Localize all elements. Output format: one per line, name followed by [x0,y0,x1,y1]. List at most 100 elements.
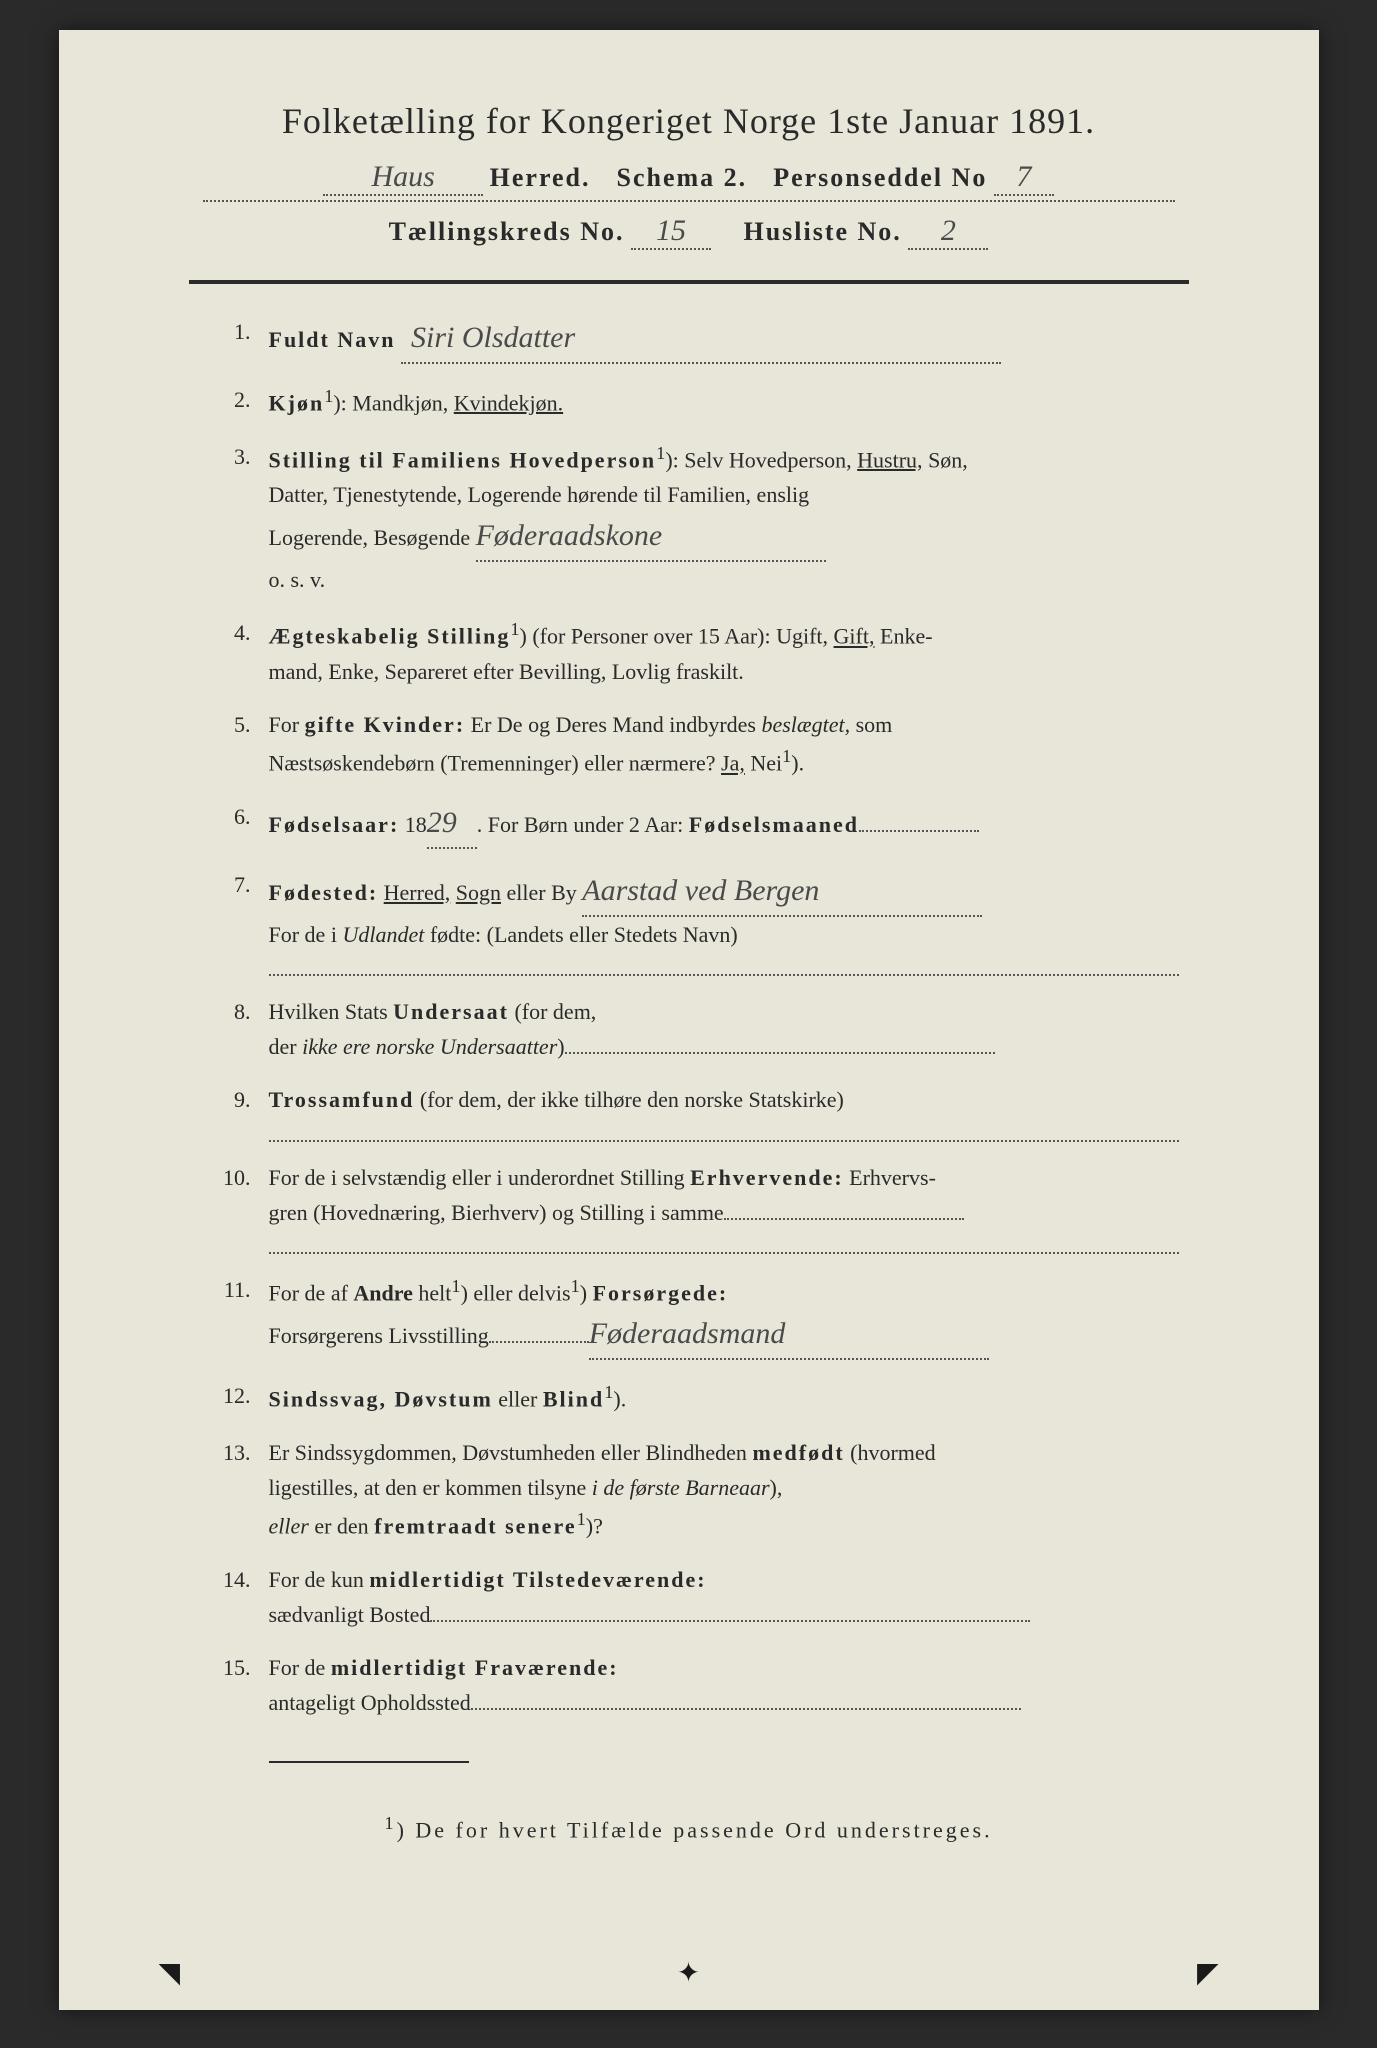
text: helt [413,1280,452,1305]
field-label: Sindssvag, Døvstum [269,1387,493,1412]
text: er den [309,1514,374,1539]
item-11: 11. For de af Andre helt1) eller delvis1… [219,1272,1179,1361]
field-label: gifte Kvinder: [305,712,466,737]
item-num: 10. [219,1160,269,1254]
item-num: 6. [219,799,269,849]
text: Næstsøskendebørn (Tremenninger) eller næ… [269,751,722,776]
empty-field [565,1052,995,1054]
italic-text: eller [269,1514,309,1539]
text: For de i [269,922,343,947]
item-num: 11. [219,1272,269,1361]
text: Er De og Deres Mand indbyrdes [465,712,761,737]
form-title: Folketælling for Kongeriget Norge 1ste J… [149,100,1229,142]
underlined-text: Herred, [384,880,451,905]
item-content: Stilling til Familiens Hovedperson1): Se… [269,439,1179,598]
item-num: 13. [219,1435,269,1544]
field-label: Fødested: [269,880,379,905]
text: Søn, [923,447,968,472]
text: (hvormed [845,1440,936,1465]
text: Logerende, Besøgende [269,525,476,550]
item-7: 7. Fødested: Herred, Sogn eller By Aarst… [219,867,1179,976]
census-form-page: Folketælling for Kongeriget Norge 1ste J… [59,30,1319,2010]
text: der [269,1034,303,1059]
field-label: Fødselsaar: [269,812,400,837]
field-label: medfødt [752,1440,844,1465]
husliste-label: Husliste No. [743,217,901,246]
field-label: Fødselsmaaned [689,812,859,837]
field-label: midlertidigt Tilstedeværende: [369,1567,706,1592]
item-content: Hvilken Stats Undersaat (for dem, der ik… [269,994,1179,1064]
selected-value: Gift, [834,624,875,649]
text: Datter, Tjenestytende, Logerende hørende… [269,482,810,507]
form-header: Folketælling for Kongeriget Norge 1ste J… [149,100,1229,250]
selected-value: Ja, [721,751,745,776]
empty-field [489,1341,589,1343]
text: sædvanligt Bosted [269,1602,431,1627]
text: ): Mandkjøn, [333,390,453,415]
footnote-ref: 1 [577,1509,586,1529]
field-label: Undersaat [393,999,509,1024]
italic-text: i de første Barneaar [592,1475,770,1500]
text: ), [770,1475,783,1500]
kreds-label: Tællingskreds No. [389,217,625,246]
text: For [269,712,305,737]
text: ). [613,1387,626,1412]
empty-field [859,830,979,832]
item-13: 13. Er Sindssygdommen, Døvstumheden elle… [219,1435,1179,1544]
herred-value: Haus [323,160,483,196]
item-12: 12. Sindssvag, Døvstum eller Blind1). [219,1378,1179,1417]
item-num: 15. [219,1650,269,1720]
footnote-ref: 1 [782,746,791,766]
field-label: midlertidigt Fraværende: [331,1655,619,1680]
text: gren (Hovednæring, Bierhverv) og Stillin… [269,1200,724,1225]
mark-icon: ✦ [677,1956,700,1990]
italic-text: Udlandet [342,922,424,947]
item-14: 14. For de kun midlertidigt Tilstedevære… [219,1562,1179,1632]
text: Hvilken Stats [269,999,394,1024]
text: antageligt Opholdssted [269,1690,471,1715]
text: ) [557,1034,564,1059]
italic-text: ikke ere norske Undersaatter [302,1034,557,1059]
text: ) eller delvis [461,1280,571,1305]
empty-field [724,1218,964,1220]
text: For de [269,1655,331,1680]
text: ligestilles, at den er kommen tilsyne [269,1475,592,1500]
selected-value: Kvindekjøn. [454,390,563,415]
item-num: 14. [219,1562,269,1632]
field-label: fremtraadt senere [374,1514,576,1539]
item-content: For de midlertidigt Fraværende: antageli… [269,1650,1179,1720]
text: Er Sindssygdommen, Døvstumheden eller Bl… [269,1440,753,1465]
field-label: Andre [353,1280,413,1305]
text: For de i selvstændig eller i underordnet… [269,1165,691,1190]
field-label: Fuldt Navn [269,327,396,352]
page-marks: ◥ ✦ ◤ [59,1956,1319,1990]
handwritten-value: Føderaadskone [476,512,826,562]
item-content: Er Sindssygdommen, Døvstumheden eller Bl… [269,1435,1179,1544]
item-content: Sindssvag, Døvstum eller Blind1). [269,1378,1179,1417]
item-5: 5. For gifte Kvinder: Er De og Deres Man… [219,707,1179,781]
text: For de kun [269,1567,370,1592]
footnote-ref: 1 [324,386,333,406]
item-num: 2. [219,382,269,421]
item-num: 12. [219,1378,269,1417]
footnote-ref: 1 [656,443,665,463]
text: ) [580,1280,593,1305]
field-label: Forsørgede: [593,1280,729,1305]
header-divider [189,280,1189,284]
birthyear-value: 29 [427,799,477,849]
text: som [850,712,892,737]
item-num: 5. [219,707,269,781]
item-1: 1. Fuldt Navn Siri Olsdatter [219,314,1179,364]
item-content: Fødselsaar: 1829. For Børn under 2 Aar: … [269,799,1179,849]
field-label: Trossamfund [269,1087,415,1112]
item-content: For de kun midlertidigt Tilstedeværende:… [269,1562,1179,1632]
item-15: 15. For de midlertidigt Fraværende: anta… [219,1650,1179,1720]
empty-line [269,1122,1179,1142]
empty-field [430,1620,1030,1622]
text: )? [586,1514,603,1539]
field-label: Ægteskabelig Stilling [269,624,511,649]
herred-label: Herred. [490,163,591,192]
item-num: 4. [219,615,269,689]
footnote: 1) De for hvert Tilfælde passende Ord un… [149,1813,1229,1843]
item-num: 7. [219,867,269,976]
